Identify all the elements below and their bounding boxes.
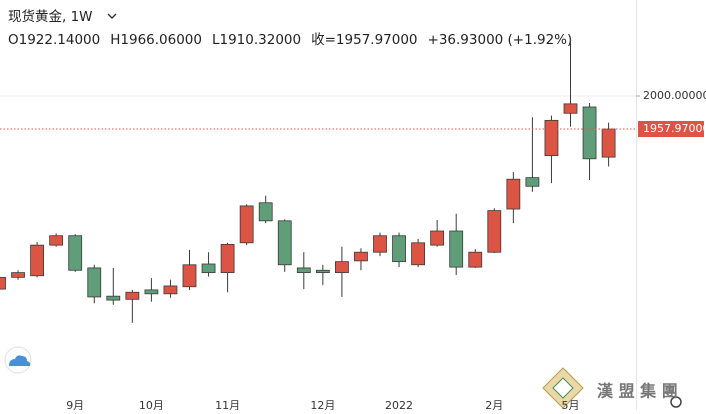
ohlc-value: H1966.06000: [110, 32, 202, 48]
x-tick-label: 10月: [139, 399, 164, 410]
x-tick-label: 9月: [66, 399, 84, 410]
candle-body: [201, 263, 216, 274]
candle-body: [163, 285, 178, 295]
candle-body: [430, 230, 445, 246]
candle-body: [239, 205, 254, 244]
tv-logo[interactable]: [4, 346, 32, 374]
candle-body: [258, 202, 273, 222]
candle-body: [11, 272, 25, 278]
candle-body: [68, 235, 83, 271]
ohlc-value: +36.93000 (+1.92%): [428, 32, 573, 48]
candle-body: [525, 177, 540, 187]
ohlc-value: 收=1957.97000: [311, 32, 417, 48]
candle-body: [315, 269, 330, 274]
candle-body: [544, 119, 559, 157]
x-tick-label: 11月: [215, 399, 240, 410]
candle-body: [392, 235, 406, 263]
last-price-label: 1957.97000: [643, 122, 706, 135]
candle-body: [125, 291, 140, 300]
candle-body: [601, 128, 616, 158]
ohlc-value: L1910.32000: [212, 32, 301, 48]
interval-chevron[interactable]: [107, 13, 117, 19]
x-tick-label: 12月: [310, 399, 335, 410]
x-tick-label: 2月: [485, 399, 503, 410]
candle-body: [87, 267, 102, 298]
candle-body: [30, 244, 45, 277]
candle-body: [449, 230, 464, 268]
candle-body: [277, 220, 292, 266]
settings-icon[interactable]: [670, 396, 682, 408]
ohlc-value: O1922.14000: [8, 32, 100, 48]
symbol-title: 现货黄金, 1W: [8, 8, 93, 25]
candle-body: [296, 267, 311, 274]
candle-body: [49, 235, 64, 246]
watermark: 漢 盟 集 團: [597, 382, 678, 401]
x-tick-label: 2022: [385, 399, 413, 410]
candle-body: [468, 251, 483, 268]
candle-body: [373, 235, 387, 253]
last-price-box: [638, 120, 704, 137]
candle-body: [220, 243, 235, 274]
candle-body: [354, 251, 368, 262]
candle-body: [563, 103, 578, 114]
candle-body: [106, 295, 121, 301]
y-tick-label: 2000.00000: [643, 89, 706, 102]
candle-body: [334, 261, 349, 274]
watermark-logo: [542, 367, 584, 409]
candle-body: [582, 106, 597, 160]
x-tick-label: 5月: [562, 399, 580, 410]
candle-body: [487, 210, 502, 253]
candle-body: [182, 264, 197, 288]
candle-body: [144, 289, 159, 295]
candle-body: [0, 276, 6, 290]
candle-body: [411, 242, 426, 266]
candle-body: [506, 178, 521, 210]
